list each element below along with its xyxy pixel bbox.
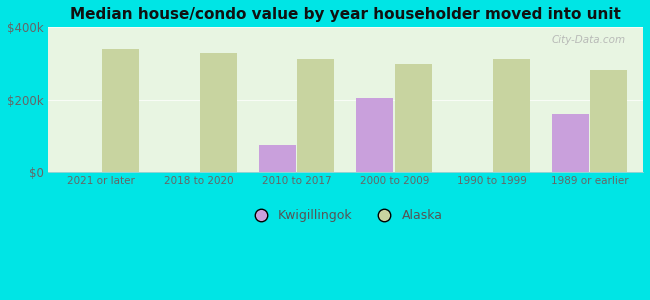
Bar [493, 59, 530, 172]
Legend: Kwigillingok, Alaska: Kwigillingok, Alaska [243, 204, 448, 227]
Bar [590, 70, 627, 172]
Text: City-Data.com: City-Data.com [551, 34, 625, 44]
Bar [200, 53, 237, 172]
Bar [395, 64, 432, 172]
Bar [297, 59, 335, 172]
Bar [356, 98, 393, 172]
Bar [552, 114, 589, 172]
Bar [259, 145, 296, 172]
Bar [102, 49, 139, 172]
Title: Median house/condo value by year householder moved into unit: Median house/condo value by year househo… [70, 7, 621, 22]
